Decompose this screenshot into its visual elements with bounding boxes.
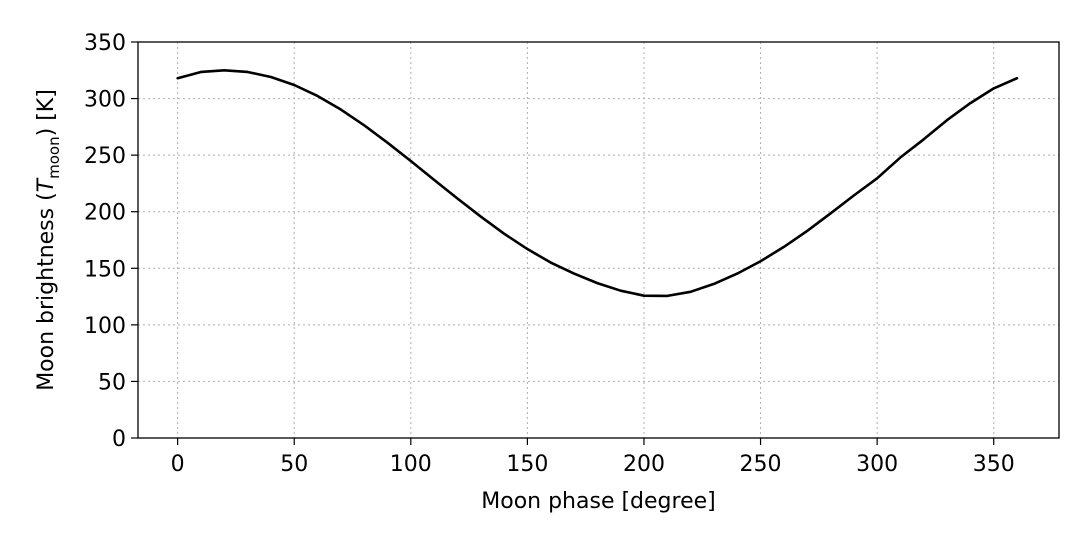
x-tick-label: 100 [390, 452, 432, 477]
x-axis-label: Moon phase [degree] [481, 489, 715, 514]
x-tick-label: 50 [280, 452, 308, 477]
y-axis-label: Moon brightness (Tmoon) [K] [34, 89, 63, 391]
y-tick-label: 300 [84, 88, 126, 113]
y-tick-label: 0 [112, 427, 126, 452]
x-tick-label: 300 [856, 452, 898, 477]
y-tick-label: 150 [84, 257, 126, 282]
x-tick-label: 250 [740, 452, 782, 477]
x-tick-label: 350 [973, 452, 1015, 477]
y-axis-label-prefix: Moon brightness ( [34, 192, 59, 390]
y-tick-label: 200 [84, 201, 126, 226]
x-tick-label: 150 [506, 452, 548, 477]
x-tick-label: 200 [623, 452, 665, 477]
y-tick-label: 50 [98, 370, 126, 395]
plot-frame [137, 41, 1060, 439]
y-axis-ticks: 0 50 100 150 200 250 300 350 [84, 31, 138, 452]
y-axis-label-subscript: moon [45, 136, 63, 178]
series-line [176, 68, 1019, 298]
y-tick-label: 350 [84, 31, 126, 56]
y-tick-label: 100 [84, 314, 126, 339]
series-layer [176, 68, 1019, 298]
x-axis-ticks: 0 50 100 150 200 250 300 350 [171, 438, 1015, 477]
grid-lines [138, 41, 1059, 439]
y-axis-label-symbol: T [34, 177, 59, 192]
x-tick-label: 0 [171, 452, 185, 477]
y-axis-label-suffix: ) [K] [34, 89, 59, 136]
y-tick-label: 250 [84, 144, 126, 169]
